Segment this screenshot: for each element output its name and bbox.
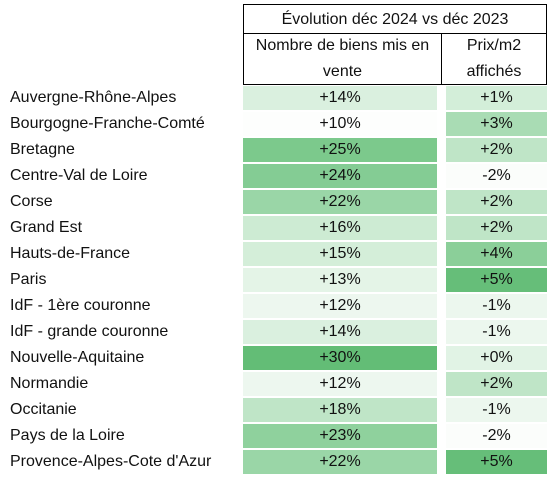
listings-change-cell[interactable]: +12%: [243, 372, 437, 396]
price-change-cell[interactable]: -2%: [446, 424, 547, 448]
region-name-cell[interactable]: Pays de la Loire: [10, 427, 125, 444]
listings-change-cell[interactable]: +25%: [243, 138, 437, 162]
table-row: Occitanie +18% -1%: [0, 397, 551, 423]
listings-change-cell[interactable]: +18%: [243, 398, 437, 422]
region-name-cell[interactable]: Normandie: [10, 375, 89, 392]
table-row: Auvergne-Rhône-Alpes +14% +1%: [0, 85, 551, 111]
table-row: Corse +22% +2%: [0, 189, 551, 215]
region-name-cell[interactable]: Auvergne-Rhône-Alpes: [10, 89, 177, 106]
listings-change-cell[interactable]: +24%: [243, 164, 437, 188]
price-change-cell[interactable]: +4%: [446, 242, 547, 266]
price-change-cell[interactable]: -1%: [446, 398, 547, 422]
column-group-header[interactable]: Évolution déc 2024 vs déc 2023: [243, 4, 547, 34]
region-name-cell[interactable]: Occitanie: [10, 401, 77, 418]
region-name-cell[interactable]: Corse: [10, 193, 53, 210]
price-change-cell[interactable]: +3%: [446, 112, 547, 136]
table-row: Normandie +12% +2%: [0, 371, 551, 397]
region-name-cell[interactable]: Centre-Val de Loire: [10, 167, 148, 184]
column-header-price[interactable]: Prix/m2 affichés: [441, 33, 547, 85]
listings-change-cell[interactable]: +22%: [243, 190, 437, 214]
price-change-cell[interactable]: +2%: [446, 138, 547, 162]
table-row: Grand Est +16% +2%: [0, 215, 551, 241]
price-change-cell[interactable]: +1%: [446, 86, 547, 110]
listings-change-cell[interactable]: +14%: [243, 320, 437, 344]
listings-change-cell[interactable]: +30%: [243, 346, 437, 370]
column-header-listings[interactable]: Nombre de biens mis en vente: [243, 33, 442, 85]
listings-change-cell[interactable]: +13%: [243, 268, 437, 292]
price-change-cell[interactable]: -1%: [446, 320, 547, 344]
region-name-cell[interactable]: Grand Est: [10, 219, 83, 236]
listings-change-cell[interactable]: +14%: [243, 86, 437, 110]
listings-change-cell[interactable]: +16%: [243, 216, 437, 240]
table-row: Nouvelle-Aquitaine +30% +0%: [0, 345, 551, 371]
table-row: Provence-Alpes-Cote d'Azur +22% +5%: [0, 449, 551, 475]
table-row: Pays de la Loire +23% -2%: [0, 423, 551, 449]
price-change-cell[interactable]: -1%: [446, 294, 547, 318]
table-row: Paris +13% +5%: [0, 267, 551, 293]
price-change-cell[interactable]: +0%: [446, 346, 547, 370]
region-name-cell[interactable]: Bourgogne-Franche-Comté: [10, 115, 205, 132]
table-row: Centre-Val de Loire +24% -2%: [0, 163, 551, 189]
region-name-cell[interactable]: Hauts-de-France: [10, 245, 131, 262]
region-name-cell[interactable]: Paris: [10, 271, 47, 288]
table-body: Auvergne-Rhône-Alpes +14% +1% Bourgogne-Fra…: [0, 85, 551, 475]
price-change-cell[interactable]: +5%: [446, 450, 547, 474]
region-name-cell[interactable]: Bretagne: [10, 141, 75, 158]
region-name-cell[interactable]: IdF - 1ère couronne: [10, 297, 151, 314]
table-row: IdF - 1ère couronne +12% -1%: [0, 293, 551, 319]
listings-change-cell[interactable]: +10%: [243, 112, 437, 136]
price-change-cell[interactable]: -2%: [446, 164, 547, 188]
listings-change-cell[interactable]: +23%: [243, 424, 437, 448]
table-row: IdF - grande couronne +14% -1%: [0, 319, 551, 345]
price-change-cell[interactable]: +2%: [446, 216, 547, 240]
region-name-cell[interactable]: Nouvelle-Aquitaine: [10, 349, 145, 366]
region-name-cell[interactable]: IdF - grande couronne: [10, 323, 169, 340]
listings-change-cell[interactable]: +15%: [243, 242, 437, 266]
price-change-cell[interactable]: +2%: [446, 372, 547, 396]
price-change-cell[interactable]: +5%: [446, 268, 547, 292]
table-row: Bourgogne-Franche-Comté +10% +3%: [0, 111, 551, 137]
table-row: Bretagne +25% +2%: [0, 137, 551, 163]
table-row: Hauts-de-France +15% +4%: [0, 241, 551, 267]
price-change-cell[interactable]: +2%: [446, 190, 547, 214]
listings-change-cell[interactable]: +22%: [243, 450, 437, 474]
region-name-cell[interactable]: Provence-Alpes-Cote d'Azur: [10, 453, 212, 470]
listings-change-cell[interactable]: +12%: [243, 294, 437, 318]
